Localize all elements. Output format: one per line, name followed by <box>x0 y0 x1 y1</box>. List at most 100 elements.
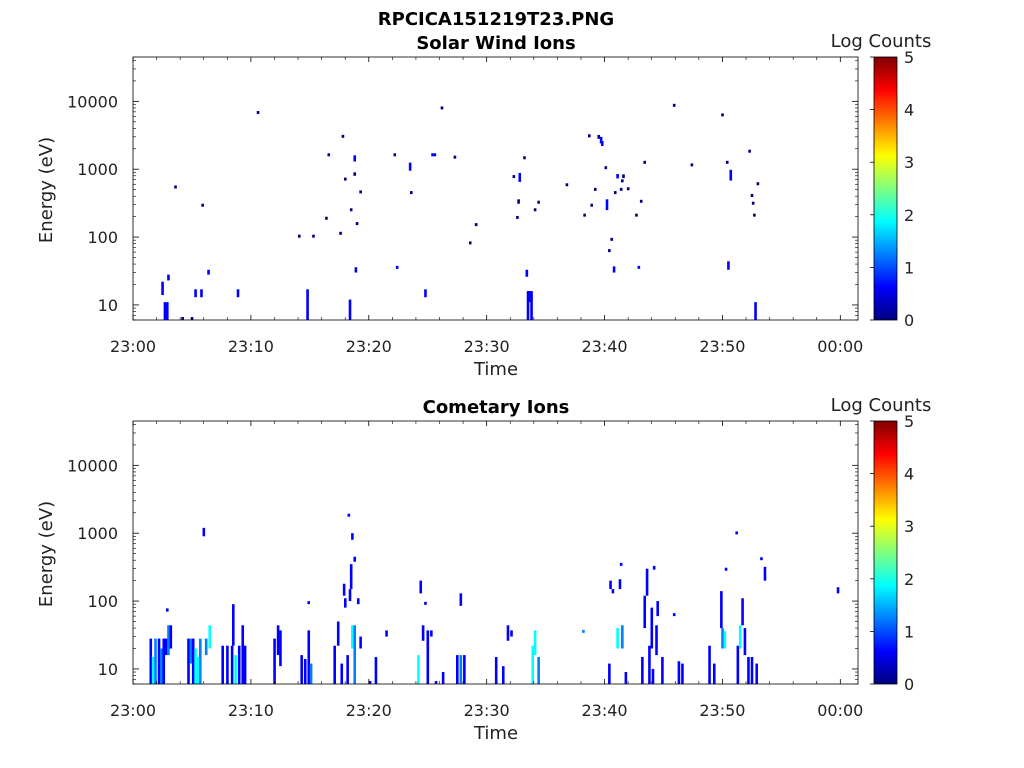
plot-area: 23:00 23:10 23:20 23:30 23:40 23:50 00:0010100… <box>67 48 914 356</box>
data-cell <box>200 289 203 298</box>
colorbar-tick-label: 4 <box>904 465 914 484</box>
data-cell <box>426 630 430 684</box>
data-cell <box>207 269 210 275</box>
data-cell <box>510 630 513 637</box>
data-cell <box>441 672 445 684</box>
y-tick-label: 1000 <box>77 524 118 543</box>
data-cell <box>309 663 313 684</box>
x-tick-label: 23:30 <box>464 701 510 720</box>
data-cell <box>468 241 472 245</box>
data-cell <box>355 222 359 226</box>
panel-title: Solar Wind Ions <box>416 33 575 54</box>
data-cell <box>353 155 357 162</box>
data-cell <box>518 172 522 182</box>
data-cell <box>652 565 656 570</box>
y-axis-label: Energy (eV) <box>36 501 57 607</box>
data-cell <box>747 656 750 684</box>
data-cell <box>351 533 354 540</box>
data-cell <box>353 172 357 176</box>
colorbar-tick-label: 0 <box>904 311 914 330</box>
colorbar <box>873 56 898 321</box>
data-cell <box>690 163 694 167</box>
data-cell <box>424 289 427 298</box>
x-tick-label: 23:50 <box>699 701 745 720</box>
data-cell <box>347 513 351 517</box>
data-cell <box>455 655 459 684</box>
data-cell <box>348 589 352 602</box>
data-cell <box>537 200 540 204</box>
data-cell <box>359 190 362 194</box>
y-tick-label: 10 <box>98 296 118 315</box>
data-cell <box>393 153 397 157</box>
data-cell <box>593 187 597 191</box>
x-axis-label: Time <box>473 723 518 744</box>
data-cell <box>353 625 357 684</box>
colorbar-tick-label: 3 <box>904 153 914 172</box>
data-cell <box>530 291 533 320</box>
y-tick-label: 100 <box>87 228 118 247</box>
colorbar-tick-label: 2 <box>904 570 914 589</box>
data-cell <box>635 213 638 217</box>
data-cell <box>191 638 195 684</box>
axes-frame <box>132 420 859 685</box>
data-cell <box>736 645 740 684</box>
data-cell <box>343 598 347 608</box>
colorbar-label: Log Counts <box>831 395 932 416</box>
data-cell <box>624 672 628 684</box>
data-cell <box>342 583 346 596</box>
data-cell <box>307 630 311 684</box>
plot-area: 23:00 23:10 23:20 23:30 23:40 23:50 00:0010100… <box>67 412 914 720</box>
x-tick-label: 23:40 <box>581 337 627 356</box>
data-cell <box>410 191 413 195</box>
data-cell <box>336 621 340 646</box>
y-tick-label: 100 <box>87 592 118 611</box>
y-tick-label: 10 <box>98 660 118 679</box>
data-cell <box>474 223 478 227</box>
x-tick-label: 23:10 <box>228 701 274 720</box>
data-cell <box>750 656 754 684</box>
data-cell <box>609 580 612 590</box>
data-cell <box>565 183 569 187</box>
y-tick-label: 1000 <box>77 160 118 179</box>
data-cell <box>325 216 328 220</box>
data-cell <box>459 655 463 684</box>
data-cell <box>741 598 744 626</box>
data-cell <box>356 598 360 605</box>
data-cell <box>194 648 197 684</box>
colorbar-tick-label: 3 <box>904 517 914 536</box>
colorbar-tick-label: 5 <box>904 48 914 67</box>
data-cell <box>527 291 531 303</box>
panel-title: Cometary Ions <box>423 397 570 418</box>
y-tick-label: 10000 <box>67 92 118 111</box>
data-cell <box>230 645 234 684</box>
data-cell <box>463 655 466 684</box>
data-cell <box>417 655 420 684</box>
data-cell <box>681 663 684 684</box>
data-cell <box>641 656 644 684</box>
data-cell <box>622 174 625 179</box>
data-cell <box>189 638 193 664</box>
y-axis-label: Energy (eV) <box>36 137 57 243</box>
data-cell <box>149 638 153 684</box>
x-axis-label: Time <box>473 359 518 380</box>
data-cell <box>763 566 767 581</box>
data-cell <box>643 595 647 629</box>
data-cell <box>346 655 349 684</box>
data-cell <box>164 638 168 656</box>
data-cell <box>506 625 510 641</box>
data-cell <box>583 213 586 217</box>
data-cell <box>727 261 730 270</box>
data-cell <box>312 234 315 238</box>
data-cell <box>353 556 357 562</box>
data-cell <box>194 289 197 298</box>
data-cell <box>160 648 163 684</box>
data-cell <box>637 265 641 269</box>
data-cell <box>639 199 643 203</box>
data-cell <box>339 231 342 235</box>
data-cell <box>434 681 438 684</box>
data-cell <box>202 527 206 537</box>
data-cell <box>421 625 425 641</box>
data-cell <box>672 103 676 107</box>
data-cell <box>708 645 711 684</box>
data-cell <box>303 659 307 684</box>
